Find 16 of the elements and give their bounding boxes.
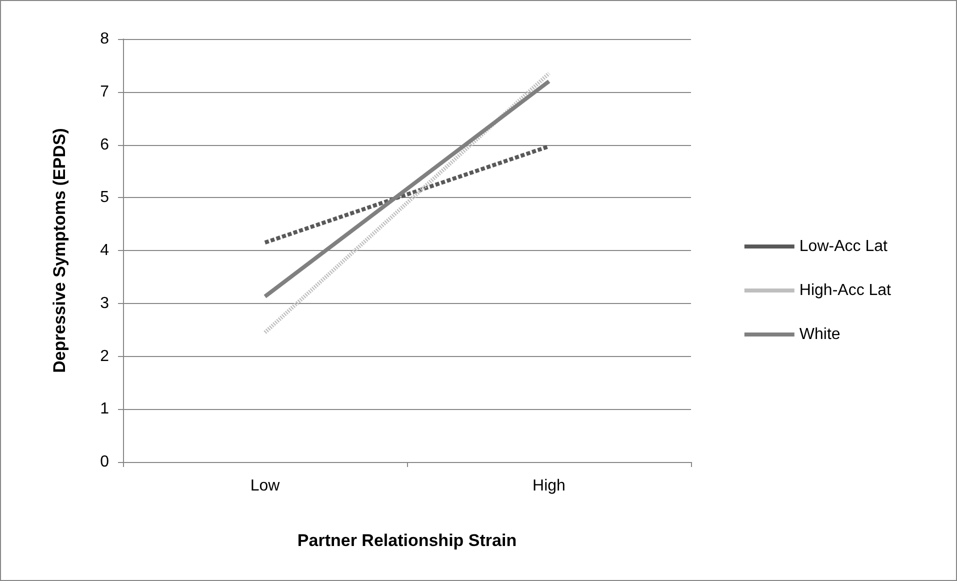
y-tick-label: 7 bbox=[100, 83, 110, 100]
legend-label: Low-Acc Lat bbox=[799, 238, 888, 255]
y-tick-label: 3 bbox=[100, 294, 110, 312]
y-tick-label: 6 bbox=[100, 136, 110, 154]
x-axis-title: Partner Relationship Strain bbox=[297, 531, 517, 550]
y-tick-label: 2 bbox=[100, 348, 110, 365]
y-tick-label: 4 bbox=[100, 242, 110, 259]
legend-label: White bbox=[799, 326, 840, 343]
y-tick-label: 1 bbox=[100, 400, 110, 418]
legend-label: High-Acc Lat bbox=[799, 282, 892, 299]
x-tick-label: High bbox=[532, 478, 566, 494]
y-tick-label: 5 bbox=[100, 189, 110, 206]
y-tick-label: 0 bbox=[100, 454, 110, 470]
y-tick-label: 8 bbox=[100, 30, 110, 48]
y-axis-title: Depressive Symptoms (EPDS) bbox=[50, 128, 69, 373]
x-tick-label: Low bbox=[250, 478, 280, 494]
